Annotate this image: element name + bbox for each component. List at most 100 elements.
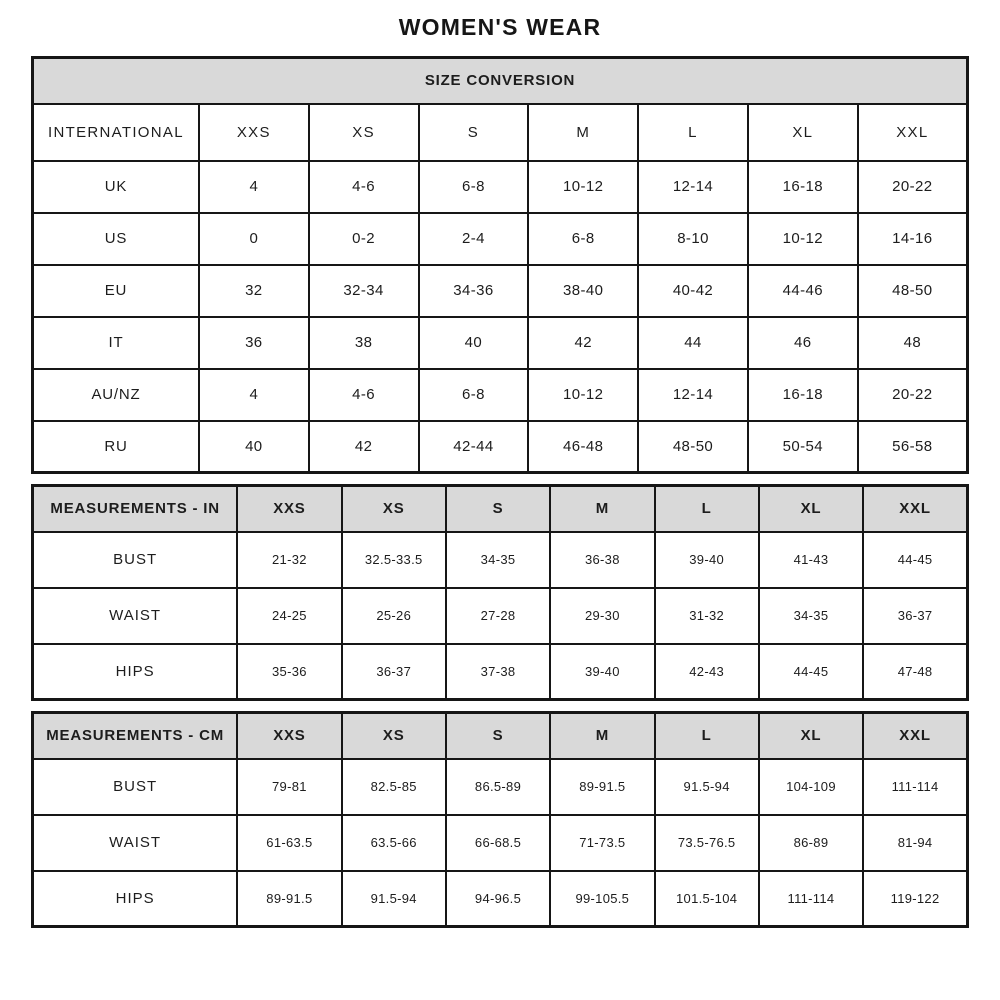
value-cell: 44-46 (746, 263, 859, 318)
value-cell: 79-81 (236, 757, 343, 816)
value-cell: 0-2 (307, 211, 420, 266)
value-cell: 104-109 (757, 757, 865, 816)
value-cell: 36-38 (549, 530, 656, 589)
table-row: UK 4 4-6 6-8 10-12 12-14 16-18 20-22 (31, 159, 969, 214)
size-column-header: XL (746, 102, 859, 162)
table-row: WAIST 24-25 25-26 27-28 29-30 31-32 34-35 36-37 (31, 586, 969, 645)
corner-header: MEASUREMENTS - CM (31, 711, 239, 760)
value-cell: 31-32 (653, 586, 760, 645)
corner-header: MEASUREMENTS - IN (31, 484, 239, 533)
column-header-row: INTERNATIONAL XXS XS S M L XL XXL (31, 102, 969, 162)
value-cell: 12-14 (637, 159, 749, 214)
value-cell: 71-73.5 (549, 813, 656, 872)
value-cell: 48 (856, 315, 969, 370)
value-cell: 39-40 (653, 530, 760, 589)
table-row: BUST 79-81 82.5-85 86.5-89 89-91.5 91.5-94 104… (31, 757, 969, 816)
value-cell: 8-10 (637, 211, 749, 266)
value-cell: 73.5-76.5 (653, 813, 760, 872)
size-column-header: L (653, 711, 760, 760)
value-cell: 0 (197, 211, 310, 266)
table-banner-row: SIZE CONVERSION (31, 56, 969, 105)
value-cell: 42-44 (417, 419, 530, 474)
size-column-header: XS (307, 102, 420, 162)
value-cell: 63.5-66 (340, 813, 447, 872)
table-row: EU 32 32-34 34-36 38-40 40-42 44-46 48-50 (31, 263, 969, 318)
value-cell: 42 (307, 419, 420, 474)
size-column-header: S (444, 711, 552, 760)
value-cell: 44-45 (862, 530, 969, 589)
value-cell: 29-30 (549, 586, 656, 645)
value-cell: 10-12 (527, 159, 640, 214)
value-cell: 89-91.5 (236, 869, 343, 928)
table-row: BUST 21-32 32.5-33.5 34-35 36-38 39-40 41-43 44… (31, 530, 969, 589)
value-cell: 20-22 (856, 159, 969, 214)
size-column-header: XL (757, 484, 865, 533)
value-cell: 119-122 (862, 869, 969, 928)
size-column-header: L (637, 102, 749, 162)
value-cell: 81-94 (862, 813, 969, 872)
corner-header: INTERNATIONAL (31, 102, 200, 162)
value-cell: 38-40 (527, 263, 640, 318)
size-column-header: XXL (856, 102, 969, 162)
value-cell: 89-91.5 (549, 757, 656, 816)
table-row: US 0 0-2 2-4 6-8 8-10 10-12 14-16 (31, 211, 969, 266)
size-column-header: S (444, 484, 552, 533)
value-cell: 86-89 (757, 813, 865, 872)
row-label: US (31, 211, 200, 266)
value-cell: 36-37 (340, 642, 447, 701)
size-column-header: S (417, 102, 530, 162)
value-cell: 50-54 (746, 419, 859, 474)
value-cell: 82.5-85 (340, 757, 447, 816)
value-cell: 4 (197, 159, 310, 214)
value-cell: 94-96.5 (444, 869, 552, 928)
value-cell: 46-48 (527, 419, 640, 474)
value-cell: 37-38 (444, 642, 552, 701)
value-cell: 91.5-94 (653, 757, 760, 816)
row-label: EU (31, 263, 200, 318)
size-column-header: XXS (236, 484, 343, 533)
value-cell: 25-26 (340, 586, 447, 645)
value-cell: 39-40 (549, 642, 656, 701)
value-cell: 6-8 (417, 159, 530, 214)
size-column-header: M (549, 711, 656, 760)
value-cell: 4-6 (307, 367, 420, 422)
value-cell: 12-14 (637, 367, 749, 422)
value-cell: 34-35 (444, 530, 552, 589)
value-cell: 47-48 (862, 642, 969, 701)
value-cell: 91.5-94 (340, 869, 447, 928)
value-cell: 42-43 (653, 642, 760, 701)
row-label: BUST (31, 530, 239, 589)
value-cell: 21-32 (236, 530, 343, 589)
size-column-header: XS (340, 484, 447, 533)
value-cell: 99-105.5 (549, 869, 656, 928)
value-cell: 36-37 (862, 586, 969, 645)
value-cell: 32.5-33.5 (340, 530, 447, 589)
value-cell: 56-58 (856, 419, 969, 474)
value-cell: 32-34 (307, 263, 420, 318)
value-cell: 6-8 (527, 211, 640, 266)
row-label: HIPS (31, 642, 239, 701)
value-cell: 111-114 (862, 757, 969, 816)
size-column-header: M (549, 484, 656, 533)
row-label: WAIST (31, 586, 239, 645)
value-cell: 4-6 (307, 159, 420, 214)
value-cell: 66-68.5 (444, 813, 552, 872)
row-label: AU/NZ (31, 367, 200, 422)
value-cell: 14-16 (856, 211, 969, 266)
value-cell: 16-18 (746, 159, 859, 214)
table-banner: SIZE CONVERSION (31, 56, 969, 105)
measurements-in-table: MEASUREMENTS - IN XXS XS S M L XL XXL BUST 21-32 3… (31, 484, 969, 701)
row-label: WAIST (31, 813, 239, 872)
value-cell: 101.5-104 (653, 869, 760, 928)
row-label: RU (31, 419, 200, 474)
value-cell: 36 (197, 315, 310, 370)
table-row: WAIST 61-63.5 63.5-66 66-68.5 71-73.5 73.5-76… (31, 813, 969, 872)
value-cell: 10-12 (527, 367, 640, 422)
column-header-row: MEASUREMENTS - IN XXS XS S M L XL XXL (31, 484, 969, 533)
value-cell: 34-35 (757, 586, 865, 645)
value-cell: 48-50 (856, 263, 969, 318)
column-header-row: MEASUREMENTS - CM XXS XS S M L XL XXL (31, 711, 969, 760)
value-cell: 16-18 (746, 367, 859, 422)
measurements-cm-table: MEASUREMENTS - CM XXS XS S M L XL XXL BUST 79-81 8… (31, 711, 969, 928)
table-row: AU/NZ 4 4-6 6-8 10-12 12-14 16-18 20-22 (31, 367, 969, 422)
